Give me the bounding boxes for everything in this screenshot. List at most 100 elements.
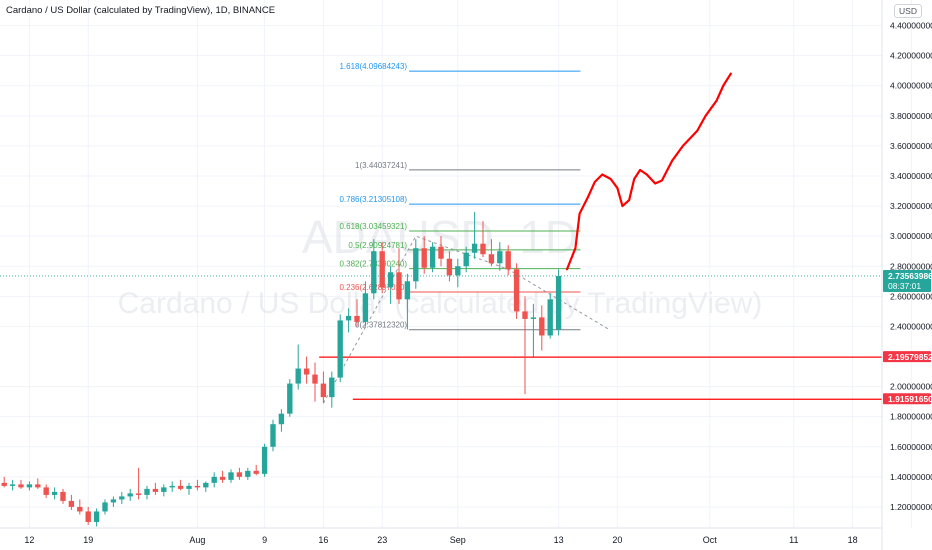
candle-body [387, 272, 394, 288]
candle-body [228, 472, 234, 480]
price-tick-label: 2.00000000 [890, 382, 932, 392]
candle-up [471, 212, 478, 259]
candle-body [85, 511, 91, 522]
candle-body [18, 484, 24, 488]
candle-down [354, 299, 360, 327]
candle-body [421, 248, 427, 268]
candle-body [77, 506, 83, 512]
candle-up [530, 303, 537, 357]
fib-level-label: 0.786(3.21305108) [339, 195, 407, 204]
candle-body [236, 472, 243, 477]
last-price-badge-value: 2.73563986 [888, 271, 932, 281]
candle-body [555, 276, 562, 330]
time-tick-label: Aug [189, 535, 205, 545]
candle-down [1, 476, 7, 488]
candle-up [93, 508, 100, 527]
price-tick-label: 4.40000000 [890, 21, 932, 31]
candle-body [144, 488, 150, 495]
price-tick-label: 3.60000000 [890, 141, 932, 151]
candle-up [102, 499, 108, 515]
candle-up [429, 242, 436, 273]
candle-up [270, 419, 276, 452]
candle-body [371, 251, 377, 294]
price-tick-label: 3.00000000 [890, 231, 932, 241]
candle-down [312, 362, 318, 402]
candle-body [547, 299, 553, 336]
candle-body [530, 317, 537, 319]
fib-level-label: 0(2.37812320) [355, 321, 407, 330]
price-tick-label: 3.40000000 [890, 171, 932, 181]
candle-up [110, 496, 117, 507]
horizontal-levels [319, 356, 882, 400]
candle-up [387, 266, 394, 304]
candle-body [354, 315, 360, 322]
candle-down [135, 467, 142, 500]
candle-body [169, 485, 175, 488]
candle-body [194, 485, 201, 488]
candle-body [446, 258, 453, 276]
candle-up [9, 479, 16, 491]
candle-body [93, 511, 100, 522]
candle-down [253, 464, 259, 476]
candle-down [488, 239, 495, 267]
candle-up [203, 481, 209, 492]
candle-down [505, 245, 511, 276]
candle-up [463, 246, 469, 273]
candle-body [379, 251, 385, 288]
candle-down [194, 479, 201, 491]
candle-body [404, 281, 411, 300]
candle-up [261, 443, 268, 477]
candle-up [371, 239, 377, 300]
price-tick-label: 1.40000000 [890, 472, 932, 482]
time-tick-label: 23 [377, 535, 387, 545]
candle-down [303, 356, 310, 384]
fib-level-label: 1.618(4.09684243) [339, 62, 407, 71]
candle-down [421, 236, 427, 274]
candle-down [43, 484, 49, 498]
candle-body [438, 246, 444, 259]
candle-up [497, 242, 503, 271]
level-badge-bg [883, 393, 931, 405]
candle-up [144, 485, 150, 500]
price-tick-label: 2.60000000 [890, 291, 932, 301]
candle-body [245, 470, 251, 477]
candle-up [413, 239, 419, 289]
candle-body [396, 272, 402, 300]
candle-up [337, 314, 343, 383]
price-tick-label: 3.20000000 [890, 201, 932, 211]
candle-up [295, 344, 301, 390]
price-tick-label: 2.80000000 [890, 261, 932, 271]
candle-body [513, 269, 520, 312]
candle-body [480, 243, 486, 255]
candle-body [253, 470, 259, 474]
chart-title: Cardano / US Dollar (calculated by Tradi… [6, 5, 276, 16]
last-price-badge-bg [883, 269, 931, 292]
candle-up [555, 269, 562, 336]
time-axis[interactable]: 12 19 Aug 9 16 23 Sep 13 20 Oct 11 18 [0, 527, 882, 545]
candle-down [77, 499, 83, 515]
price-tick-label: 4.00000000 [890, 81, 932, 91]
candle-down [438, 236, 444, 267]
time-tick-label: 12 [24, 535, 34, 545]
level-badge-bg [883, 351, 931, 363]
candle-down [236, 467, 243, 480]
candle-up [228, 469, 234, 483]
candle-up [547, 293, 553, 339]
time-tick-label: 16 [318, 535, 328, 545]
candle-body [488, 254, 495, 264]
fib-level-label: 1(3.44037241) [355, 161, 407, 170]
last-price-badge-countdown: 08:37:01 [888, 281, 921, 291]
candle-down [539, 305, 545, 351]
candle-down [513, 263, 520, 319]
candle-body [9, 484, 16, 486]
candle-body [203, 482, 209, 488]
currency-button[interactable]: USD [894, 4, 922, 18]
candle-body [505, 251, 511, 270]
price-axis[interactable]: 4.40000000 4.20000000 4.00000000 3.80000000… [881, 0, 932, 550]
candle-body [261, 446, 268, 474]
fib-level-label: 0.618(3.03459321) [339, 222, 407, 231]
level-badge-value: 1.91591650 [888, 394, 932, 404]
